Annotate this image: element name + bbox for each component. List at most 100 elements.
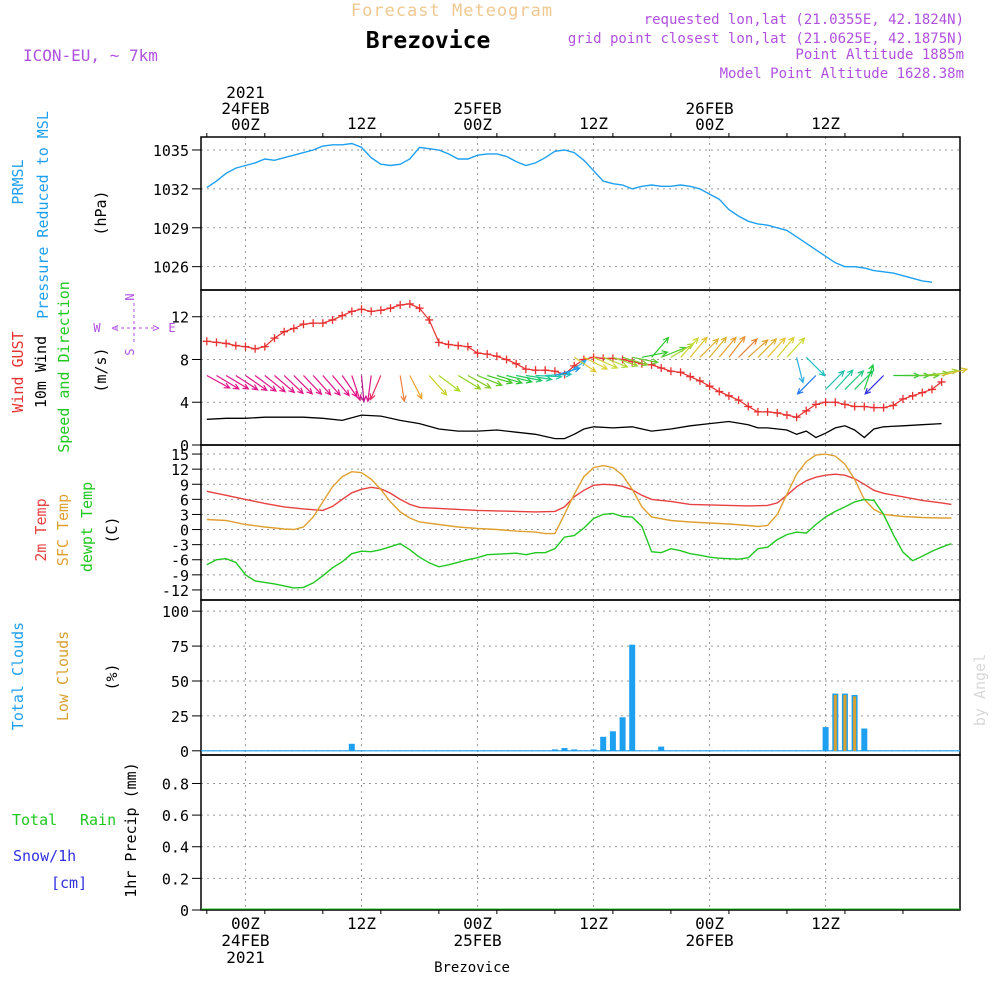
gust-point	[908, 391, 917, 400]
gust-point	[502, 355, 511, 364]
gust-point	[260, 342, 269, 351]
bottom-time-label: 00Z	[231, 914, 260, 933]
clouds-low-label: Low Clouds	[54, 631, 72, 721]
top-time-label: 12Z	[811, 114, 840, 133]
bottom-time-label: 00Z	[695, 914, 724, 933]
y-tick-label: 0	[180, 437, 189, 455]
wind-arrow	[699, 338, 720, 358]
y-tick-label: 0	[180, 743, 189, 761]
gust-point	[241, 342, 250, 351]
compass-arrowhead: <	[111, 321, 118, 335]
y-tick-label: 12	[171, 309, 189, 327]
wind-arrow	[283, 375, 304, 395]
wind-arrow	[477, 374, 503, 387]
y-tick-label: 4	[180, 394, 189, 412]
wind-arrow	[728, 335, 746, 358]
total-clouds-bar	[822, 727, 829, 751]
wind-arrow	[332, 375, 350, 397]
compass-e: E	[168, 321, 175, 335]
wind-arrow	[467, 374, 492, 389]
wind-arrow	[738, 338, 758, 358]
gust-point	[347, 307, 356, 316]
gust-point	[763, 407, 772, 416]
gust-point	[202, 337, 211, 346]
gust-point	[850, 402, 859, 411]
pressure-line	[206, 142, 933, 283]
gust-point	[299, 320, 308, 329]
y-tick-label: 0.4	[162, 839, 189, 857]
gust-point	[270, 334, 279, 343]
wind-arrow	[293, 375, 314, 395]
temp-2m-line	[206, 473, 952, 513]
wind-arrow	[264, 375, 287, 393]
precip-snow-unit: [cm]	[51, 874, 87, 892]
total-clouds-bar	[861, 728, 868, 751]
pressure-unit: (hPa)	[92, 190, 110, 235]
top-time-label: 2021	[226, 83, 265, 102]
wind-arrow	[757, 338, 778, 358]
compass-arrowhead: >	[152, 321, 159, 335]
point-altitude: Point Altitude 1885m	[795, 47, 964, 63]
gust-point	[676, 368, 685, 377]
gust-point	[454, 341, 463, 350]
y-tick-label: 1035	[153, 142, 189, 160]
station-name: Brezovice	[366, 28, 491, 54]
wind-arrow	[680, 337, 700, 358]
gust-point	[898, 395, 907, 404]
gust-point	[927, 385, 936, 394]
gust-point	[879, 403, 888, 412]
top-time-label: 25FEB	[453, 99, 501, 118]
y-tick-label: -6	[171, 552, 189, 570]
y-tick-label: 1029	[153, 220, 189, 238]
bottom-time-label: 24FEB	[221, 931, 269, 950]
wind-arrow	[834, 369, 854, 390]
gust-point	[512, 359, 521, 368]
temp-sfc-line	[206, 453, 952, 535]
gust-point	[918, 388, 927, 397]
wind-speed-line	[206, 414, 942, 440]
gust-point	[889, 401, 898, 410]
gust-point	[666, 367, 675, 376]
gust-point	[744, 402, 753, 411]
gust-point	[483, 350, 492, 359]
wind-arrow	[351, 375, 362, 402]
gust-point	[657, 364, 666, 373]
low-clouds-bar	[833, 695, 837, 751]
precip-total-label: Total	[12, 811, 57, 829]
total-clouds-bar	[561, 748, 568, 751]
y-tick-label: 1032	[153, 181, 189, 199]
wind-arrow	[767, 337, 787, 358]
watermark: by Angel	[971, 654, 989, 726]
wind-arrow	[602, 356, 629, 368]
wind-arrow	[622, 356, 649, 367]
low-clouds-bar	[843, 695, 847, 751]
y-tick-label: 8	[180, 351, 189, 369]
wind-arrow	[322, 375, 341, 397]
y-tick-label: 0	[180, 902, 189, 920]
total-clouds-bar	[629, 644, 636, 751]
wind-10m-label: 10m Wind	[32, 336, 50, 408]
y-tick-label: -3	[171, 537, 189, 555]
gust-point	[840, 400, 849, 409]
wind-unit: (m/s)	[92, 347, 110, 392]
panel-frame	[200, 444, 961, 601]
top-time-label: 00Z	[231, 115, 260, 134]
total-clouds-bar	[619, 717, 626, 751]
gust-point	[531, 366, 540, 375]
temp-dewpt-label: dewpt Temp	[78, 482, 96, 572]
gust-point	[715, 387, 724, 396]
y-tick-label: -9	[171, 567, 189, 585]
gust-point	[773, 408, 782, 417]
pressure-label-long: Pressure Reduced to MSL	[34, 111, 52, 319]
y-tick-label: 25	[171, 708, 189, 726]
gust-point	[647, 360, 656, 369]
total-clouds-bar	[609, 731, 616, 751]
footer-station: Brezovice	[434, 960, 510, 976]
wind-arrow	[206, 374, 231, 389]
wind-arrow	[941, 367, 969, 377]
gust-point	[521, 365, 530, 374]
wind-arrow	[409, 375, 423, 400]
gust-point	[782, 411, 791, 420]
precip-rain-label: Rain	[80, 811, 116, 829]
gust-point	[802, 406, 811, 415]
